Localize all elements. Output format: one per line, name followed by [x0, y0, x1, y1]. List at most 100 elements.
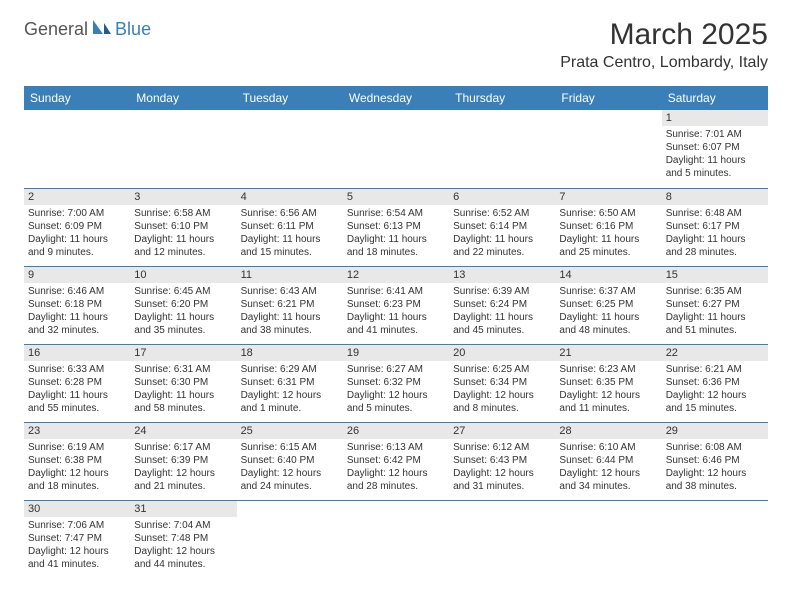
sunrise-text: Sunrise: 6:37 AM	[559, 285, 657, 298]
calendar-day-cell	[343, 110, 449, 188]
daylight-text: and 12 minutes.	[134, 246, 232, 259]
daylight-text: Daylight: 11 hours	[28, 233, 126, 246]
sunset-text: Sunset: 6:46 PM	[666, 454, 764, 467]
day-number: 2	[24, 189, 130, 205]
daylight-text: Daylight: 12 hours	[347, 467, 445, 480]
sunrise-text: Sunrise: 6:31 AM	[134, 363, 232, 376]
sunrise-text: Sunrise: 6:29 AM	[241, 363, 339, 376]
sunset-text: Sunset: 6:11 PM	[241, 220, 339, 233]
sunrise-text: Sunrise: 6:48 AM	[666, 207, 764, 220]
calendar-day-cell	[555, 110, 661, 188]
page-title: March 2025	[560, 18, 768, 52]
day-number: 19	[343, 345, 449, 361]
calendar-day-cell: 6Sunrise: 6:52 AMSunset: 6:14 PMDaylight…	[449, 188, 555, 266]
day-number: 27	[449, 423, 555, 439]
daylight-text: and 15 minutes.	[241, 246, 339, 259]
logo-sail-icon	[91, 18, 113, 41]
title-block: March 2025 Prata Centro, Lombardy, Italy	[560, 18, 768, 72]
day-number: 4	[237, 189, 343, 205]
day-number: 1	[662, 110, 768, 126]
sunset-text: Sunset: 6:34 PM	[453, 376, 551, 389]
daylight-text: Daylight: 11 hours	[134, 311, 232, 324]
calendar-day-cell: 13Sunrise: 6:39 AMSunset: 6:24 PMDayligh…	[449, 266, 555, 344]
calendar-week-row: 2Sunrise: 7:00 AMSunset: 6:09 PMDaylight…	[24, 188, 768, 266]
calendar-day-cell: 2Sunrise: 7:00 AMSunset: 6:09 PMDaylight…	[24, 188, 130, 266]
daylight-text: Daylight: 12 hours	[28, 467, 126, 480]
calendar-day-cell: 28Sunrise: 6:10 AMSunset: 6:44 PMDayligh…	[555, 422, 661, 500]
daylight-text: and 9 minutes.	[28, 246, 126, 259]
calendar-week-row: 9 Sunrise: 6:46 AMSunset: 6:18 PM Daylight…	[24, 266, 768, 344]
day-number: 25	[237, 423, 343, 439]
daylight-text: Daylight: 12 hours	[453, 389, 551, 402]
sunrise-text: Sunrise: 6:46 AM	[28, 285, 126, 298]
calendar-day-cell	[662, 500, 768, 578]
sunset-text: Sunset: 6:35 PM	[559, 376, 657, 389]
daylight-text: and 22 minutes.	[453, 246, 551, 259]
day-number: 21	[555, 345, 661, 361]
calendar-day-cell: 30Sunrise: 7:06 AMSunset: 7:47 PMDayligh…	[24, 500, 130, 578]
daylight-text: Daylight: 11 hours	[28, 389, 126, 402]
daylight-text: and 8 minutes.	[453, 402, 551, 415]
daylight-text: and 28 minutes.	[347, 480, 445, 493]
sunrise-text: Sunrise: 6:21 AM	[666, 363, 764, 376]
sunrise-text: Sunrise: 6:23 AM	[559, 363, 657, 376]
sunrise-text: Sunrise: 6:08 AM	[666, 441, 764, 454]
daylight-text: Daylight: 11 hours	[134, 233, 232, 246]
weekday-header: Sunday	[24, 86, 130, 110]
sunrise-text: Sunrise: 6:13 AM	[347, 441, 445, 454]
sunrise-text: Sunrise: 6:15 AM	[241, 441, 339, 454]
calendar-day-cell	[130, 110, 236, 188]
sunrise-text: Sunrise: 6:41 AM	[347, 285, 445, 298]
daylight-text: and 41 minutes.	[28, 558, 126, 571]
day-number: 29	[662, 423, 768, 439]
sunset-text: Sunset: 6:18 PM	[28, 298, 126, 311]
calendar-day-cell: 24Sunrise: 6:17 AMSunset: 6:39 PMDayligh…	[130, 422, 236, 500]
day-number: 7	[555, 189, 661, 205]
daylight-text: and 32 minutes.	[28, 324, 126, 337]
sunrise-text: Sunrise: 6:10 AM	[559, 441, 657, 454]
day-number: 12	[343, 267, 449, 283]
calendar-day-cell	[449, 500, 555, 578]
weekday-header-row: Sunday Monday Tuesday Wednesday Thursday…	[24, 86, 768, 110]
sunrise-text: Sunrise: 7:04 AM	[134, 519, 232, 532]
calendar-day-cell: 10Sunrise: 6:45 AMSunset: 6:20 PMDayligh…	[130, 266, 236, 344]
day-number: 9	[24, 267, 130, 283]
location-subtitle: Prata Centro, Lombardy, Italy	[560, 54, 768, 72]
sunrise-text: Sunrise: 6:35 AM	[666, 285, 764, 298]
day-number: 20	[449, 345, 555, 361]
sunset-text: Sunset: 6:32 PM	[347, 376, 445, 389]
calendar-day-cell: 7 Sunrise: 6:50 AMSunset: 6:16 PMDaylight…	[555, 188, 661, 266]
daylight-text: Daylight: 11 hours	[134, 389, 232, 402]
sunrise-text: Sunrise: 6:56 AM	[241, 207, 339, 220]
calendar-day-cell: 1Sunrise: 7:01 AMSunset: 6:07 PMDaylight…	[662, 110, 768, 188]
day-number: 11	[237, 267, 343, 283]
daylight-text: and 18 minutes.	[347, 246, 445, 259]
daylight-text: and 1 minute.	[241, 402, 339, 415]
sunset-text: Sunset: 6:24 PM	[453, 298, 551, 311]
sunset-text: Sunset: 6:16 PM	[559, 220, 657, 233]
sunrise-text: Sunrise: 6:43 AM	[241, 285, 339, 298]
logo-text-general: General	[24, 19, 88, 40]
sunrise-text: Sunrise: 6:45 AM	[134, 285, 232, 298]
sunset-text: Sunset: 6:17 PM	[666, 220, 764, 233]
weekday-header: Tuesday	[237, 86, 343, 110]
day-number: 15	[662, 267, 768, 283]
daylight-text: Daylight: 11 hours	[347, 233, 445, 246]
daylight-text: Daylight: 11 hours	[559, 233, 657, 246]
day-number: 5	[343, 189, 449, 205]
calendar-day-cell: 4Sunrise: 6:56 AMSunset: 6:11 PMDaylight…	[237, 188, 343, 266]
day-number: 31	[130, 501, 236, 517]
sunrise-text: Sunrise: 6:50 AM	[559, 207, 657, 220]
daylight-text: and 18 minutes.	[28, 480, 126, 493]
daylight-text: Daylight: 12 hours	[134, 467, 232, 480]
daylight-text: Daylight: 12 hours	[134, 545, 232, 558]
calendar-week-row: 30Sunrise: 7:06 AMSunset: 7:47 PMDayligh…	[24, 500, 768, 578]
calendar-day-cell	[237, 500, 343, 578]
daylight-text: Daylight: 12 hours	[666, 467, 764, 480]
sunset-text: Sunset: 6:25 PM	[559, 298, 657, 311]
sunrise-text: Sunrise: 6:52 AM	[453, 207, 551, 220]
calendar-day-cell: 15Sunrise: 6:35 AMSunset: 6:27 PMDayligh…	[662, 266, 768, 344]
day-number: 13	[449, 267, 555, 283]
daylight-text: Daylight: 12 hours	[453, 467, 551, 480]
daylight-text: Daylight: 11 hours	[666, 233, 764, 246]
